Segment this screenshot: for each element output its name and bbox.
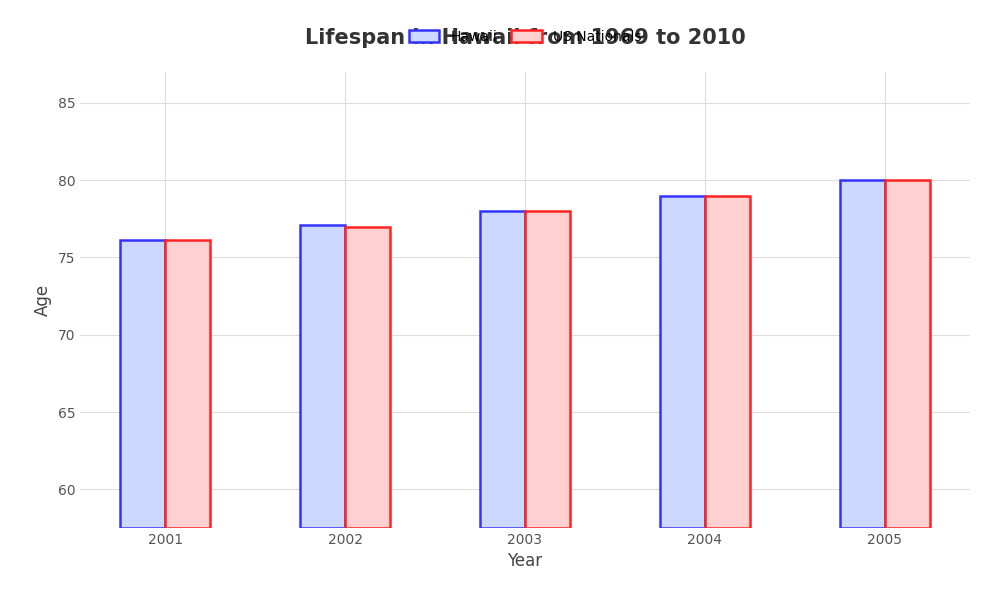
Y-axis label: Age: Age [34, 284, 52, 316]
Title: Lifespan in Hawaii from 1969 to 2010: Lifespan in Hawaii from 1969 to 2010 [305, 28, 745, 48]
Bar [885, 180, 930, 528]
Bar [525, 211, 570, 528]
Legend: Hawaii, US Nationals: Hawaii, US Nationals [403, 24, 647, 49]
Bar [840, 180, 885, 528]
Bar [345, 227, 390, 528]
Bar [705, 196, 750, 528]
X-axis label: Year: Year [507, 553, 543, 571]
Bar [300, 225, 345, 528]
Bar [660, 196, 705, 528]
Bar [165, 241, 210, 528]
Bar [120, 241, 165, 528]
Bar [480, 211, 525, 528]
